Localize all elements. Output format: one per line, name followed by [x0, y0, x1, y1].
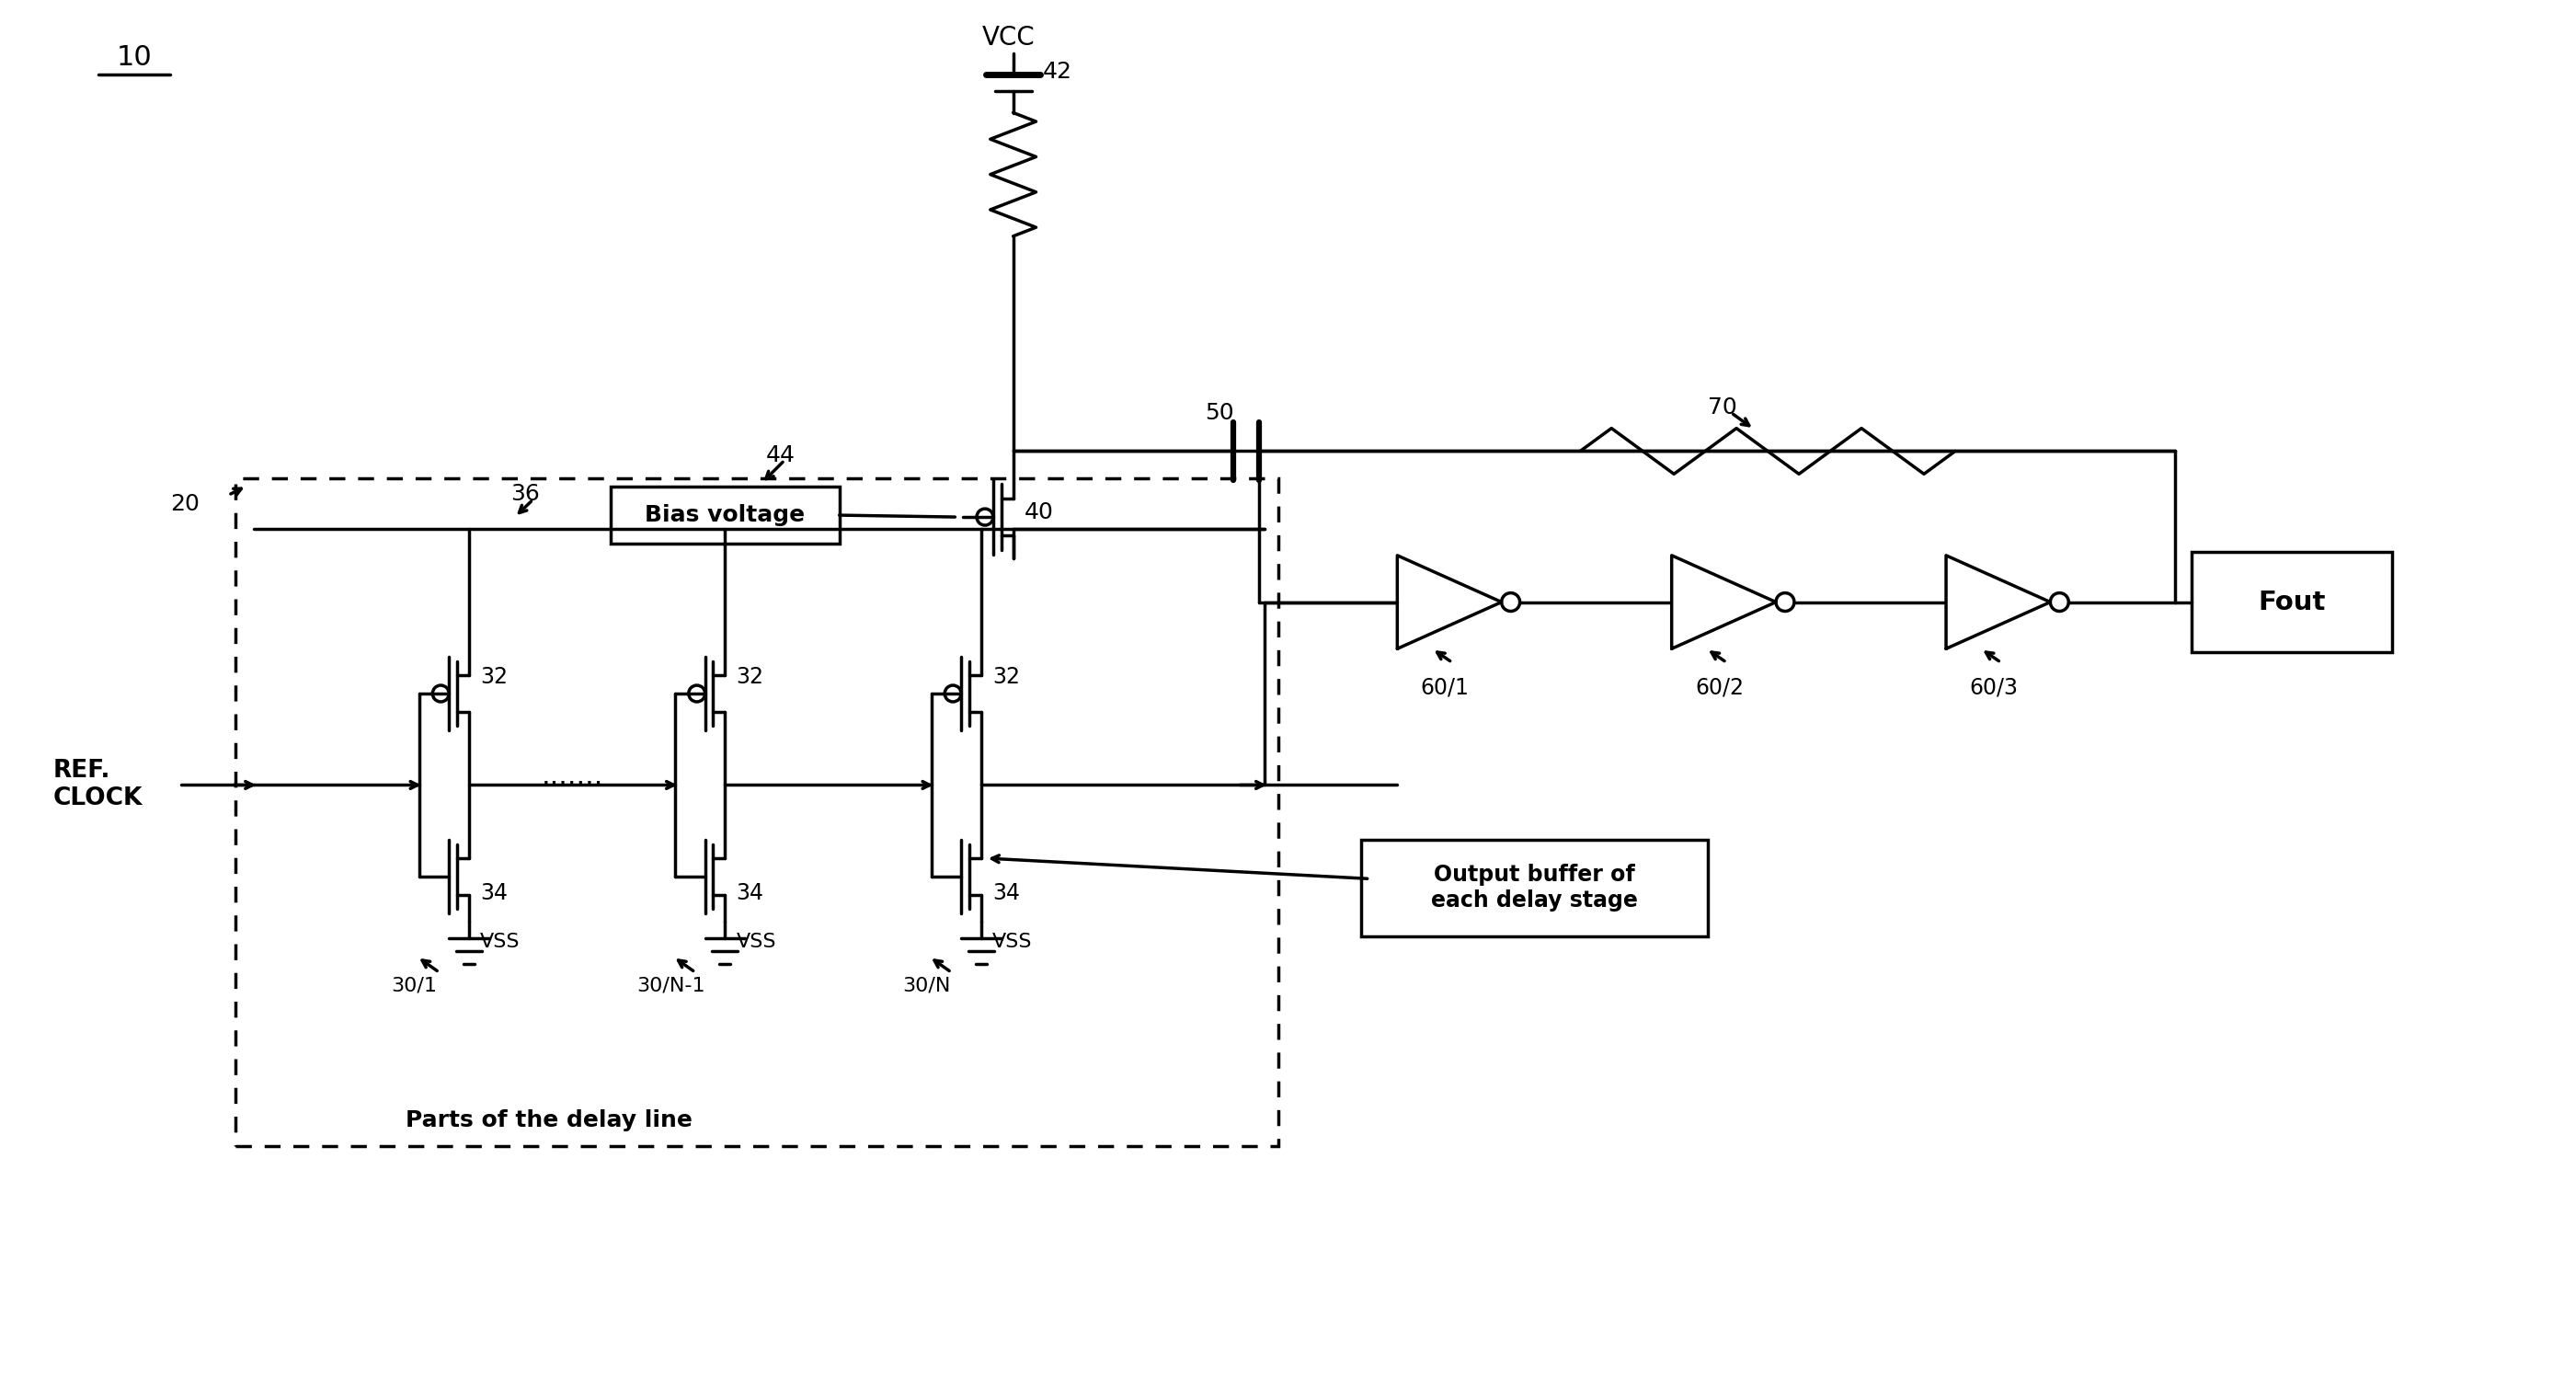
Bar — [237, 479, 1278, 1146]
Text: Fout: Fout — [2259, 589, 2326, 615]
Text: 10: 10 — [116, 44, 152, 71]
Text: VSS: VSS — [479, 933, 520, 951]
Text: 70: 70 — [1708, 396, 1736, 418]
Text: VCC: VCC — [981, 25, 1036, 50]
Text: 60/1: 60/1 — [1419, 676, 1468, 698]
Text: 20: 20 — [170, 493, 198, 515]
Text: 60/2: 60/2 — [1695, 676, 1744, 698]
Text: 30/N: 30/N — [902, 977, 951, 995]
Bar — [1360, 840, 1708, 936]
Text: Output buffer of
each delay stage: Output buffer of each delay stage — [1432, 865, 1638, 912]
Text: 32: 32 — [737, 666, 762, 688]
Bar — [2192, 552, 2393, 652]
Text: VSS: VSS — [737, 933, 775, 951]
Text: 30/N-1: 30/N-1 — [636, 977, 706, 995]
Text: 34: 34 — [737, 881, 762, 904]
Text: 42: 42 — [1043, 61, 1072, 82]
Text: REF.
CLOCK: REF. CLOCK — [54, 759, 142, 811]
Text: ·······: ······· — [541, 772, 603, 798]
Text: VSS: VSS — [992, 933, 1033, 951]
Text: 50: 50 — [1206, 401, 1234, 423]
Text: 32: 32 — [479, 666, 507, 688]
Bar — [611, 487, 840, 544]
Polygon shape — [1672, 555, 1775, 648]
Polygon shape — [1945, 555, 2050, 648]
Text: 34: 34 — [992, 881, 1020, 904]
Text: 30/1: 30/1 — [392, 977, 438, 995]
Text: 44: 44 — [765, 444, 796, 466]
Text: Bias voltage: Bias voltage — [644, 504, 806, 526]
Text: Parts of the delay line: Parts of the delay line — [404, 1109, 693, 1131]
Text: 60/3: 60/3 — [1968, 676, 2017, 698]
Text: 36: 36 — [510, 483, 538, 505]
Text: 40: 40 — [1025, 501, 1054, 523]
Text: 34: 34 — [479, 881, 507, 904]
Polygon shape — [1396, 555, 1502, 648]
Text: 32: 32 — [992, 666, 1020, 688]
